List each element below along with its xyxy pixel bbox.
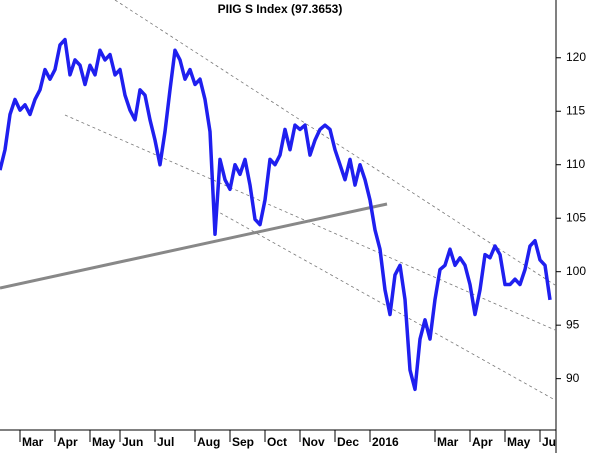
x-tick-label: Mar <box>437 435 459 449</box>
y-tick-label: 120 <box>566 50 586 64</box>
x-tick-label: Aug <box>197 435 220 449</box>
y-tick-label: 105 <box>566 210 586 224</box>
x-tick-label: Apr <box>57 435 78 449</box>
y-tick-label: 95 <box>566 317 580 331</box>
y-tick-label: 100 <box>566 264 586 278</box>
y-tick-label: 110 <box>566 157 585 171</box>
x-tick-label: Apr <box>472 435 493 449</box>
support-trendline <box>0 202 388 290</box>
channel-lower <box>214 209 556 401</box>
x-tick-label: Sep <box>232 435 254 449</box>
y-tick-label: 115 <box>566 103 585 117</box>
x-tick-label: Oct <box>267 435 287 449</box>
index-line <box>0 37 552 392</box>
x-tick-label: Jun <box>542 435 563 449</box>
x-tick-label: Nov <box>302 435 325 449</box>
x-tick-label: May <box>92 435 116 449</box>
x-axis-labels: Mar Apr May Jun Jul Aug Sep Oct Nov Dec 2016 Mar Apr… <box>22 435 563 449</box>
x-tick-label: Jun <box>122 435 143 449</box>
x-tick-label: May <box>507 435 531 449</box>
x-tick-label: 2016 <box>372 435 399 449</box>
x-tick-label: Mar <box>22 435 44 449</box>
chart-title: PIIG S Index (97.3653) <box>218 2 343 16</box>
x-tick-label: Jul <box>157 435 174 449</box>
x-tick-label: Dec <box>337 435 359 449</box>
y-tick-label: 90 <box>566 371 580 385</box>
